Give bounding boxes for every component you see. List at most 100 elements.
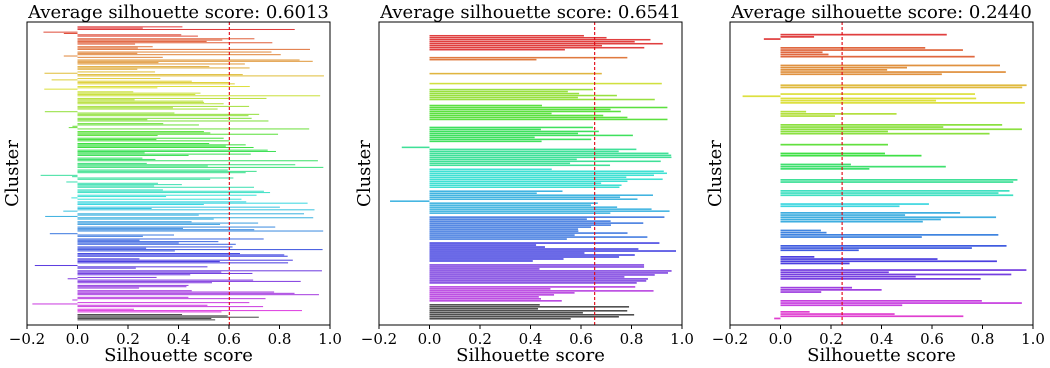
silhouette-bar bbox=[77, 131, 204, 133]
silhouette-bar bbox=[77, 213, 305, 215]
silhouette-bar bbox=[763, 38, 781, 40]
silhouette-bar bbox=[77, 100, 204, 102]
silhouette-bar bbox=[77, 221, 192, 223]
silhouette-bar bbox=[77, 298, 266, 300]
x-tick-label: 0.8 bbox=[971, 330, 995, 348]
silhouette-bar bbox=[77, 206, 280, 208]
y-axis-label: Cluster bbox=[705, 140, 726, 207]
silhouette-bar bbox=[77, 34, 182, 36]
silhouette-bar bbox=[45, 215, 78, 217]
silhouette-bar bbox=[780, 245, 1007, 247]
silhouette-bar bbox=[780, 302, 1022, 304]
silhouette-bar bbox=[429, 298, 541, 300]
silhouette-bar bbox=[72, 299, 78, 301]
silhouette-bar bbox=[780, 130, 888, 133]
silhouette-bar bbox=[44, 111, 78, 113]
silhouette-bar bbox=[780, 64, 1000, 67]
silhouette-bar bbox=[77, 27, 143, 29]
x-axis-label: Silhouette score bbox=[104, 345, 253, 366]
silhouette-bar bbox=[77, 119, 148, 121]
silhouette-bar bbox=[429, 186, 620, 189]
silhouette-bar bbox=[429, 236, 648, 238]
silhouette-bar bbox=[780, 163, 851, 166]
silhouette-bar bbox=[429, 110, 621, 113]
x-tick-label: −0.2 bbox=[9, 330, 45, 348]
x-tick-label: 0.6 bbox=[920, 330, 944, 348]
silhouette-bar bbox=[429, 44, 602, 47]
silhouette-bar bbox=[429, 36, 607, 39]
silhouette-bar bbox=[429, 198, 638, 200]
silhouette-bar bbox=[429, 160, 661, 163]
silhouette-bar bbox=[429, 306, 630, 308]
silhouette-bar bbox=[77, 153, 251, 155]
silhouette-bar bbox=[77, 258, 140, 260]
silhouette-bar bbox=[429, 38, 651, 41]
x-tick-label: 0.2 bbox=[468, 330, 492, 348]
silhouette-bar bbox=[77, 222, 259, 224]
silhouette-bar bbox=[429, 34, 584, 37]
silhouette-bar bbox=[44, 88, 78, 90]
silhouette-bar bbox=[429, 254, 635, 256]
silhouette-bar bbox=[77, 63, 245, 65]
silhouette-bar bbox=[429, 164, 611, 167]
silhouette-bar bbox=[429, 228, 579, 230]
silhouette-bar bbox=[429, 194, 653, 196]
silhouette-bar bbox=[77, 47, 138, 49]
silhouette-bar bbox=[429, 282, 637, 284]
x-tick-label: 0.8 bbox=[620, 330, 644, 348]
silhouette-bar bbox=[429, 248, 639, 250]
silhouette-bar bbox=[780, 229, 821, 232]
silhouette-bar bbox=[77, 170, 257, 172]
silhouette-bar bbox=[77, 48, 310, 50]
silhouette-bar bbox=[780, 212, 961, 214]
silhouette-bar bbox=[77, 66, 210, 68]
silhouette-bar bbox=[429, 72, 602, 75]
silhouette-bar bbox=[429, 238, 567, 240]
silhouette-bar bbox=[429, 218, 587, 220]
silhouette-bar bbox=[780, 93, 975, 95]
silhouette-bar bbox=[77, 39, 223, 41]
silhouette-bar bbox=[77, 194, 257, 196]
silhouette-bar bbox=[77, 91, 134, 93]
silhouette-bar bbox=[780, 269, 1027, 271]
silhouette-bar bbox=[77, 56, 163, 58]
silhouette-bar bbox=[77, 319, 216, 321]
silhouette-bar bbox=[429, 224, 611, 226]
silhouette-bar bbox=[780, 194, 1014, 197]
silhouette-bar bbox=[77, 250, 175, 252]
silhouette-bar bbox=[71, 197, 78, 199]
silhouette-bar bbox=[77, 241, 219, 243]
silhouette-bar bbox=[780, 190, 1010, 192]
silhouette-bar bbox=[77, 282, 212, 284]
silhouette-bar bbox=[429, 94, 617, 97]
silhouette-bar bbox=[429, 206, 618, 208]
silhouette-bar bbox=[77, 196, 167, 198]
silhouette-bar bbox=[77, 169, 228, 171]
silhouette-bar bbox=[77, 144, 246, 146]
silhouette-bar bbox=[780, 113, 897, 115]
silhouette-bar bbox=[77, 218, 214, 220]
y-axis-label: Cluster bbox=[354, 140, 375, 207]
chart-title: Average silhouette score: 0.2440 bbox=[730, 2, 1032, 23]
silhouette-bar bbox=[429, 176, 627, 179]
silhouette-bar bbox=[429, 246, 545, 248]
silhouette-bar bbox=[429, 168, 552, 171]
silhouette-bar bbox=[77, 38, 255, 40]
silhouette-bar bbox=[429, 116, 628, 119]
x-tick-label: 1.0 bbox=[1021, 330, 1045, 348]
x-axis-label: Silhouette score bbox=[807, 345, 956, 366]
silhouette-bar bbox=[63, 55, 78, 57]
silhouette-bar bbox=[429, 260, 533, 262]
silhouette-bar bbox=[77, 230, 324, 232]
silhouette-bar bbox=[77, 235, 143, 237]
silhouette-bar bbox=[429, 292, 575, 294]
silhouette-bar bbox=[429, 308, 539, 310]
silhouette-bar bbox=[429, 280, 647, 282]
silhouette-bar bbox=[429, 82, 662, 85]
silhouette-bar bbox=[429, 154, 672, 157]
silhouette-bar bbox=[77, 238, 264, 240]
silhouette-bar bbox=[77, 83, 235, 85]
silhouette-bar bbox=[77, 266, 208, 268]
silhouette-bar bbox=[63, 210, 78, 212]
silhouette-bar bbox=[429, 98, 655, 101]
